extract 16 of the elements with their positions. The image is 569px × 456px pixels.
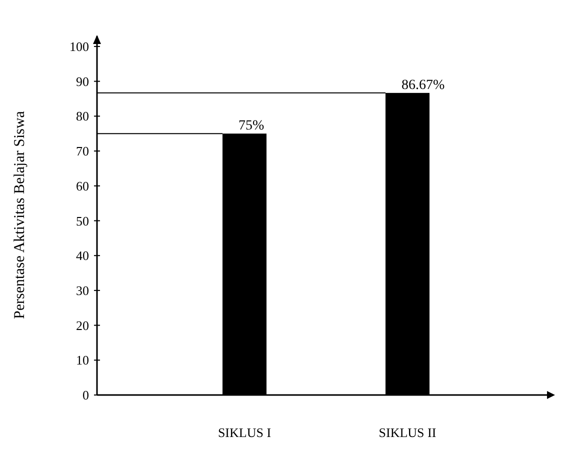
- y-tick-label: 20: [76, 318, 89, 333]
- y-tick-label: 30: [76, 282, 89, 298]
- y-axis-title: Persentase Aktivitas Belajar Siswa: [12, 110, 28, 319]
- x-tick-label: SIKLUS II: [378, 425, 436, 440]
- y-tick-label: 50: [76, 213, 89, 228]
- y-tick-label: 10: [76, 352, 89, 368]
- data-label: 75%: [238, 118, 264, 134]
- y-tick-label: 100: [70, 39, 89, 54]
- data-label: 86.67%: [402, 78, 445, 93]
- y-tick-label: 0: [82, 388, 89, 403]
- y-tick-label: 40: [76, 248, 89, 264]
- y-tick-label: 60: [76, 178, 89, 194]
- y-tick-label: 90: [76, 74, 89, 89]
- y-tick-label: 80: [76, 108, 89, 124]
- x-tick-label: SIKLUS I: [218, 425, 272, 440]
- y-tick-label: 70: [76, 144, 89, 159]
